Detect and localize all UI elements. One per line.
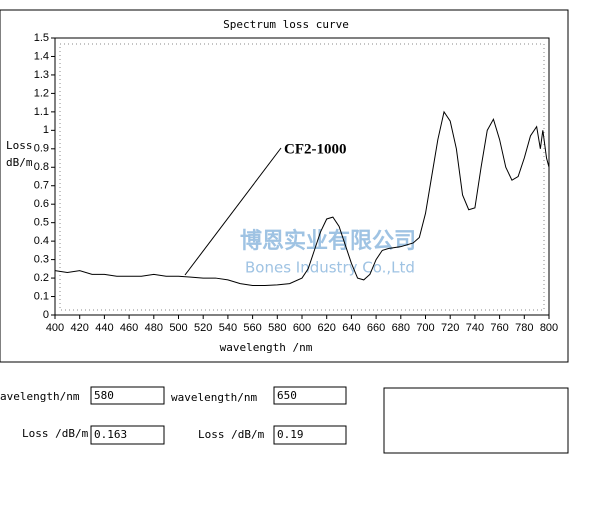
- x-tick-label: 460: [120, 322, 138, 334]
- x-tick-label: 700: [416, 322, 434, 334]
- y-axis-label: Loss: [6, 139, 33, 152]
- x-axis-label: wavelength /nm: [220, 341, 313, 354]
- input-box[interactable]: [90, 425, 165, 445]
- output-box: [383, 387, 569, 454]
- annotation: CF2-1000: [284, 141, 347, 157]
- x-tick-label: 500: [169, 322, 187, 334]
- annotation-line: [184, 147, 282, 276]
- x-tick-label: 580: [268, 322, 286, 334]
- x-tick-label: 520: [194, 322, 212, 334]
- y-tick-label: 1.2: [34, 87, 49, 99]
- input-box[interactable]: [90, 386, 165, 405]
- y-tick-label: 0.6: [34, 198, 49, 210]
- y-tick-label: 1.3: [34, 69, 49, 81]
- field-value: 0.19: [277, 428, 304, 441]
- input-box[interactable]: [273, 386, 347, 405]
- field-value: 580: [94, 389, 114, 402]
- y-tick-label: 1.4: [34, 50, 49, 62]
- y-tick-label: 0.5: [34, 217, 49, 229]
- field-value: 0.163: [94, 428, 127, 441]
- x-tick-label: 740: [466, 322, 484, 334]
- y-tick-label: 0.1: [34, 290, 49, 302]
- y-tick-label: 0.4: [34, 235, 49, 247]
- x-tick-label: 720: [441, 322, 459, 334]
- x-tick-label: 420: [71, 322, 89, 334]
- field-value: 650: [277, 389, 297, 402]
- x-tick-label: 540: [219, 322, 237, 334]
- x-tick-label: 440: [95, 322, 113, 334]
- x-tick-label: 680: [392, 322, 410, 334]
- y-tick-label: 0.3: [34, 254, 49, 266]
- input-box[interactable]: [273, 425, 347, 445]
- watermark: Bones Industry Co.,Ltd: [245, 259, 415, 277]
- chart-frame: [0, 9, 569, 363]
- x-tick-label: 620: [318, 322, 336, 334]
- loss-curve: [54, 110, 550, 286]
- x-tick-label: 780: [515, 322, 533, 334]
- field-label: Loss /dB/m: [198, 428, 265, 441]
- x-tick-label: 760: [490, 322, 508, 334]
- y-tick-label: 0.7: [34, 180, 49, 192]
- y-tick-label: 1.1: [34, 106, 49, 118]
- x-tick-label: 400: [46, 322, 64, 334]
- y-tick-label: 1.5: [34, 32, 49, 44]
- y-tick-label: 0.8: [34, 161, 49, 173]
- field-label: wavelength/nm: [171, 391, 257, 404]
- x-tick-label: 660: [367, 322, 385, 334]
- x-tick-label: 600: [293, 322, 311, 334]
- x-tick-label: 640: [342, 322, 360, 334]
- field-label: avelength/nm: [0, 390, 80, 403]
- chart-title: Spectrum loss curve: [223, 18, 349, 31]
- y-tick-label: 1: [43, 124, 49, 136]
- watermark: 博恩实业有限公司: [240, 228, 416, 254]
- y-tick-label: 0: [43, 309, 49, 321]
- plot-inner-frame: [59, 43, 545, 311]
- y-tick-label: 0.2: [34, 272, 49, 284]
- x-tick-label: 800: [540, 322, 558, 334]
- field-label: Loss /dB/m: [22, 427, 89, 440]
- x-tick-label: 560: [243, 322, 261, 334]
- y-axis-label: dB/m: [6, 156, 33, 169]
- x-tick-label: 480: [145, 322, 163, 334]
- y-tick-label: 0.9: [34, 143, 49, 155]
